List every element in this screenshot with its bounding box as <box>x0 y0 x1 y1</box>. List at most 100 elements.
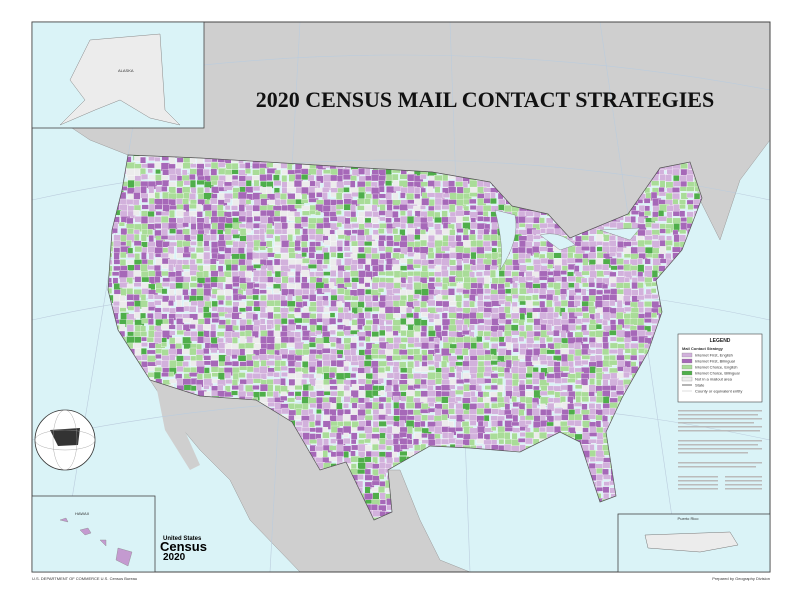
county <box>329 372 336 379</box>
county <box>141 336 147 342</box>
county <box>470 342 478 349</box>
county <box>169 330 176 336</box>
county <box>511 379 519 387</box>
county <box>134 276 142 283</box>
county <box>421 433 428 439</box>
county <box>406 258 414 266</box>
county <box>434 216 442 223</box>
county <box>391 210 399 218</box>
county <box>210 198 218 205</box>
county <box>328 306 339 312</box>
county <box>260 373 267 380</box>
county <box>273 180 282 187</box>
county <box>140 156 146 164</box>
county <box>371 241 378 247</box>
county <box>512 427 521 433</box>
county <box>364 228 370 236</box>
county <box>385 180 393 186</box>
county <box>182 348 191 355</box>
county <box>225 337 234 344</box>
county <box>371 253 380 260</box>
county <box>120 241 127 246</box>
county <box>680 222 688 232</box>
county <box>196 283 203 288</box>
county <box>455 209 465 217</box>
county <box>364 415 373 421</box>
county <box>659 246 667 255</box>
county <box>392 205 401 210</box>
county <box>462 397 471 404</box>
county <box>148 252 155 261</box>
county <box>441 312 448 319</box>
county <box>421 439 429 445</box>
county <box>615 390 625 396</box>
county <box>329 379 338 385</box>
county <box>637 199 644 204</box>
county <box>322 365 331 373</box>
county <box>365 193 372 199</box>
county <box>280 365 288 371</box>
county <box>441 390 451 397</box>
county <box>589 366 596 375</box>
county <box>434 348 440 354</box>
county <box>302 288 310 295</box>
county <box>470 251 477 260</box>
county <box>483 312 491 318</box>
county <box>497 415 505 421</box>
county <box>525 253 531 259</box>
county <box>406 415 415 421</box>
county <box>426 192 436 198</box>
county <box>531 229 541 235</box>
county <box>386 240 394 247</box>
county <box>301 181 311 188</box>
county <box>379 319 385 327</box>
county <box>420 384 428 389</box>
county <box>413 300 420 307</box>
county <box>140 331 148 337</box>
county <box>665 240 673 246</box>
county <box>273 288 280 294</box>
county <box>580 378 589 386</box>
county <box>330 403 337 410</box>
county <box>133 240 142 246</box>
county <box>119 295 126 302</box>
county <box>420 420 426 428</box>
county <box>316 390 325 397</box>
county <box>400 265 408 271</box>
county <box>426 216 434 223</box>
county <box>127 228 134 235</box>
county <box>476 234 483 240</box>
county <box>386 235 394 242</box>
county <box>512 318 520 324</box>
county <box>309 413 315 423</box>
county <box>203 384 210 390</box>
county <box>266 240 273 248</box>
county <box>337 246 343 252</box>
county <box>547 390 555 396</box>
county <box>203 288 212 297</box>
county <box>148 216 156 224</box>
county <box>638 287 644 297</box>
county <box>435 438 442 445</box>
county <box>385 408 392 415</box>
county <box>224 253 231 260</box>
county <box>490 391 499 398</box>
county <box>651 312 658 319</box>
county <box>538 275 548 281</box>
county <box>176 378 184 387</box>
county <box>302 301 308 307</box>
county <box>573 402 583 407</box>
county <box>672 246 682 253</box>
county <box>449 229 456 236</box>
county <box>308 365 316 373</box>
county <box>188 306 197 313</box>
county <box>406 227 416 235</box>
county <box>393 241 400 247</box>
county <box>378 444 386 451</box>
county <box>372 427 380 433</box>
county <box>169 360 177 369</box>
county <box>183 180 191 186</box>
county <box>377 372 389 379</box>
county <box>351 313 359 319</box>
county <box>253 360 260 369</box>
